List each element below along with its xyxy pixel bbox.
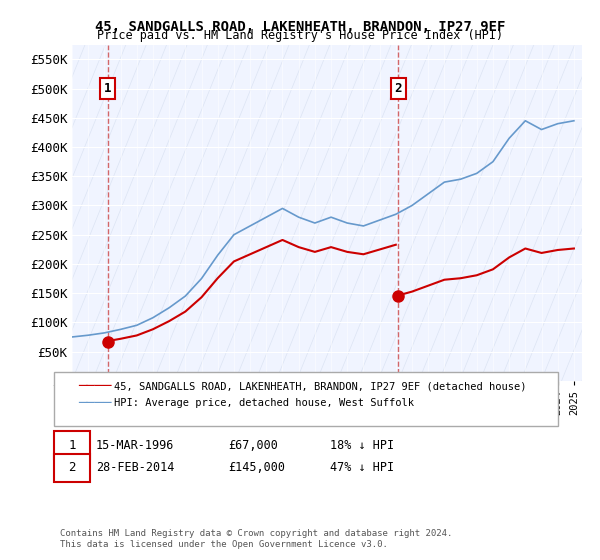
Text: 2: 2: [68, 461, 76, 474]
Text: ────: ────: [78, 396, 112, 410]
Text: 15-MAR-1996: 15-MAR-1996: [96, 438, 175, 452]
Text: £145,000: £145,000: [228, 461, 285, 474]
Text: £67,000: £67,000: [228, 438, 278, 452]
Text: 45, SANDGALLS ROAD, LAKENHEATH, BRANDON, IP27 9EF (detached house): 45, SANDGALLS ROAD, LAKENHEATH, BRANDON,…: [114, 381, 527, 391]
FancyBboxPatch shape: [72, 45, 582, 381]
Text: 45, SANDGALLS ROAD, LAKENHEATH, BRANDON, IP27 9EF: 45, SANDGALLS ROAD, LAKENHEATH, BRANDON,…: [95, 20, 505, 34]
Text: HPI: Average price, detached house, West Suffolk: HPI: Average price, detached house, West…: [114, 398, 414, 408]
Text: 47% ↓ HPI: 47% ↓ HPI: [330, 461, 394, 474]
Text: 18% ↓ HPI: 18% ↓ HPI: [330, 438, 394, 452]
Text: Price paid vs. HM Land Registry's House Price Index (HPI): Price paid vs. HM Land Registry's House …: [97, 29, 503, 42]
Text: Contains HM Land Registry data © Crown copyright and database right 2024.
This d: Contains HM Land Registry data © Crown c…: [60, 529, 452, 549]
Text: 28-FEB-2014: 28-FEB-2014: [96, 461, 175, 474]
Text: 2: 2: [395, 82, 402, 95]
Text: 1: 1: [68, 438, 76, 452]
Text: ────: ────: [78, 380, 112, 393]
Text: 1: 1: [104, 82, 112, 95]
